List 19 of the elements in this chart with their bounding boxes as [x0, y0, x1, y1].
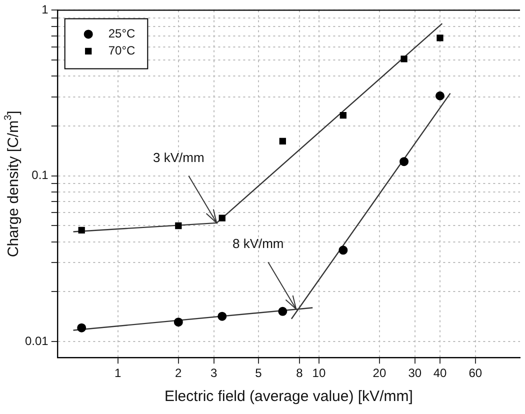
x-tick-label: 40 [433, 366, 447, 380]
y-tick-label: 0.1 [32, 168, 49, 182]
x-tick-label: 30 [408, 366, 422, 380]
x-tick-label: 1 [114, 366, 122, 380]
legend-label: 70°C [108, 44, 136, 58]
x-axis-title: Electric field (average value) [kV/mm] [164, 388, 413, 406]
legend-label: 25°C [108, 26, 136, 41]
x-tick-label: 10 [312, 366, 326, 380]
x-tick-label: 60 [468, 366, 482, 380]
x-tick-label: 8 [296, 366, 304, 380]
y-tick-label: 1 [42, 2, 49, 17]
x-tick-label: 3 [210, 366, 218, 380]
x-tick-label: 5 [255, 366, 262, 380]
y-tick-label: 0.01 [24, 334, 49, 348]
annotation: 3 kV/mm [153, 150, 204, 165]
annotation: 8 kV/mm [232, 236, 284, 252]
y-axis-title: Charge density [C/m3] [2, 110, 22, 258]
x-tick-label: 20 [372, 366, 386, 380]
x-tick-label: 2 [175, 366, 182, 380]
